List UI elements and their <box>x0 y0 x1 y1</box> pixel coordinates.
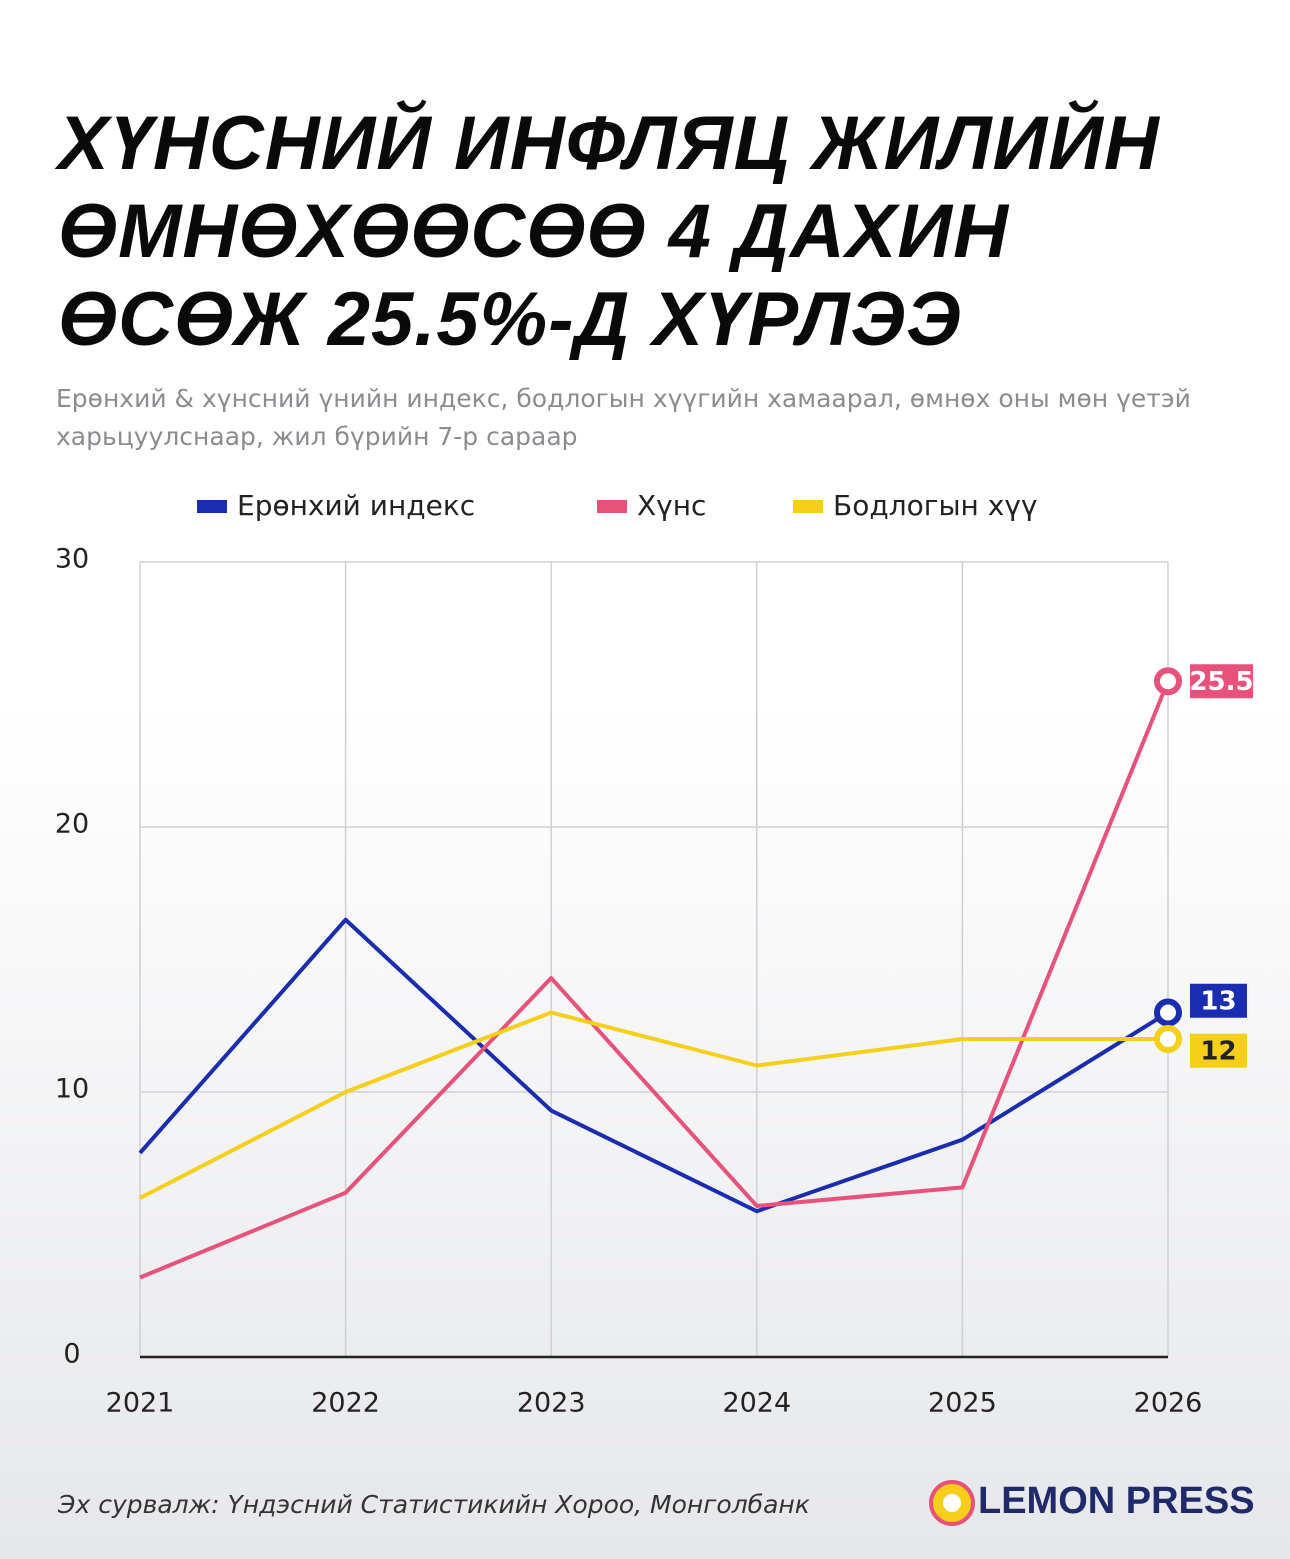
logo-text: LEMON PRESS <box>978 1480 1255 1522</box>
value-label-box <box>1190 983 1247 1018</box>
x-tick-label: 2021 <box>106 1388 175 1419</box>
y-tick-label: 0 <box>63 1339 80 1370</box>
legend-label: Ерөнхий индекс <box>237 489 475 522</box>
end-marker <box>1154 667 1182 696</box>
legend-swatch <box>197 500 227 513</box>
x-tick-label: 2026 <box>1134 1388 1203 1419</box>
legend-label: Бодлогын хүү <box>833 489 1037 522</box>
x-tick-label: 2025 <box>928 1388 997 1419</box>
logo-icon <box>929 1480 975 1526</box>
x-tick-label: 2022 <box>311 1388 380 1419</box>
x-tick-label: 2024 <box>722 1388 791 1419</box>
value-label: 13 <box>1200 986 1236 1016</box>
chart-title: ХҮНСНИЙ ИНФЛЯЦ ЖИЛИЙН ӨМНӨХӨӨСӨӨ 4 ДАХИН… <box>58 101 1160 362</box>
x-tick-label: 2023 <box>517 1388 586 1419</box>
source-note: Эх сурвалж: Үндэсний Статистикийн Хороо,… <box>58 1490 810 1519</box>
value-label-box <box>1190 664 1253 699</box>
chart-subtitle: Ерөнхий & хүнсний үнийн индекс, бодлогын… <box>56 384 1191 451</box>
series-line <box>138 917 1170 1214</box>
series-line <box>139 680 1170 1280</box>
end-marker <box>1154 1025 1182 1053</box>
legend-swatch <box>597 500 627 513</box>
legend-swatch <box>793 500 823 513</box>
value-label: 12 <box>1200 1036 1236 1066</box>
legend-label: Хүнс <box>637 489 706 522</box>
y-tick-label: 30 <box>55 544 89 575</box>
value-label: 25.5 <box>1189 667 1253 697</box>
y-tick-label: 20 <box>55 809 89 840</box>
y-tick-label: 10 <box>55 1074 89 1105</box>
value-label-box <box>1190 1033 1247 1068</box>
end-marker <box>1154 998 1182 1027</box>
series-line <box>139 1010 1168 1200</box>
